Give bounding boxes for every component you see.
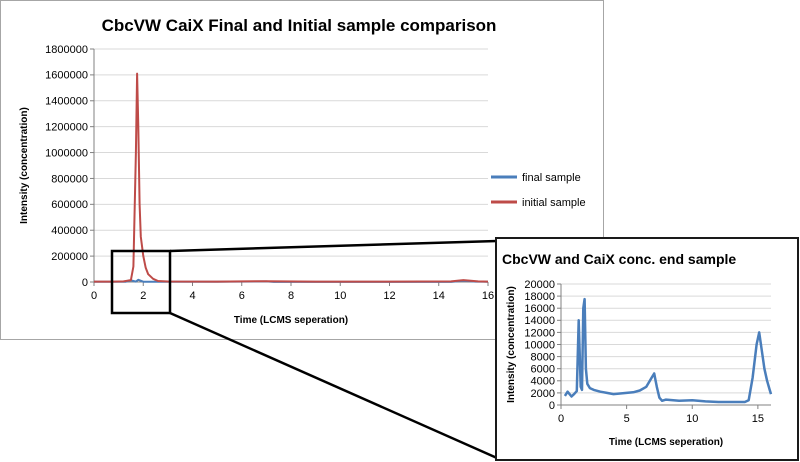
y-tick-label: 18000	[524, 291, 555, 303]
y-tick-label: 20000	[524, 279, 555, 291]
y-tick-label: 14000	[524, 315, 555, 327]
x-tick-label: 6	[239, 290, 245, 302]
x-tick-label: 8	[288, 290, 294, 302]
y-tick-label: 12000	[524, 327, 555, 339]
y-tick-label: 2000	[531, 388, 555, 400]
y-tick-label: 1200000	[45, 122, 88, 134]
y-tick-label: 400000	[51, 225, 88, 237]
y-tick-label: 200000	[51, 251, 88, 263]
main-chart-frame: CbcVW CaiX Final and Initial sample comp…	[0, 0, 604, 340]
x-tick-label: 0	[91, 290, 97, 302]
y-axis-title: Intensity (concentration)	[506, 286, 517, 403]
x-tick-label: 4	[189, 290, 195, 302]
chart-title: CbcVW CaiX Final and Initial sample comp…	[102, 16, 497, 35]
y-tick-label: 1000000	[45, 147, 88, 159]
x-tick-label: 2	[140, 290, 146, 302]
chart-title: CbcVW and CaiX conc. end sample	[502, 251, 736, 267]
inset-chart-frame: CbcVW and CaiX conc. end sample 0 2000 4000…	[495, 237, 799, 461]
y-tick-label: 1400000	[45, 96, 88, 108]
x-tick-label: 0	[558, 413, 564, 425]
legend-label: final sample	[522, 172, 581, 184]
main-chart: CbcVW CaiX Final and Initial sample comp…	[19, 16, 586, 326]
y-tick-label: 8000	[531, 351, 555, 363]
x-tick-label: 16	[482, 290, 494, 302]
series-line-initial-sample	[94, 72, 489, 283]
y-tick-label: 16000	[524, 303, 555, 315]
x-tick-label: 10	[686, 413, 698, 425]
x-tick-label: 10	[334, 290, 346, 302]
y-axis-title: Intensity (concentration)	[19, 107, 30, 224]
y-tick-label: 1800000	[45, 44, 88, 56]
series-line-0	[563, 297, 773, 404]
legend-label: initial sample	[522, 197, 586, 209]
x-tick-label: 15	[752, 413, 764, 425]
x-tick-label: 14	[433, 290, 445, 302]
x-tick-label: 5	[624, 413, 630, 425]
x-axis-title: Time (LCMS seperation)	[234, 315, 348, 326]
x-axis-title: Time (LCMS seperation)	[609, 437, 723, 448]
inset-chart: CbcVW and CaiX conc. end sample020004000…	[502, 251, 773, 448]
y-tick-label: 0	[549, 400, 555, 412]
x-tick-label: 12	[383, 290, 395, 302]
y-tick-label: 6000	[531, 364, 555, 376]
y-tick-label: 10000	[524, 339, 555, 351]
y-tick-label: 800000	[51, 173, 88, 185]
y-tick-label: 4000	[531, 376, 555, 388]
y-tick-label: 600000	[51, 199, 88, 211]
y-tick-label: 1600000	[45, 70, 88, 82]
y-tick-label: 0	[82, 277, 88, 289]
